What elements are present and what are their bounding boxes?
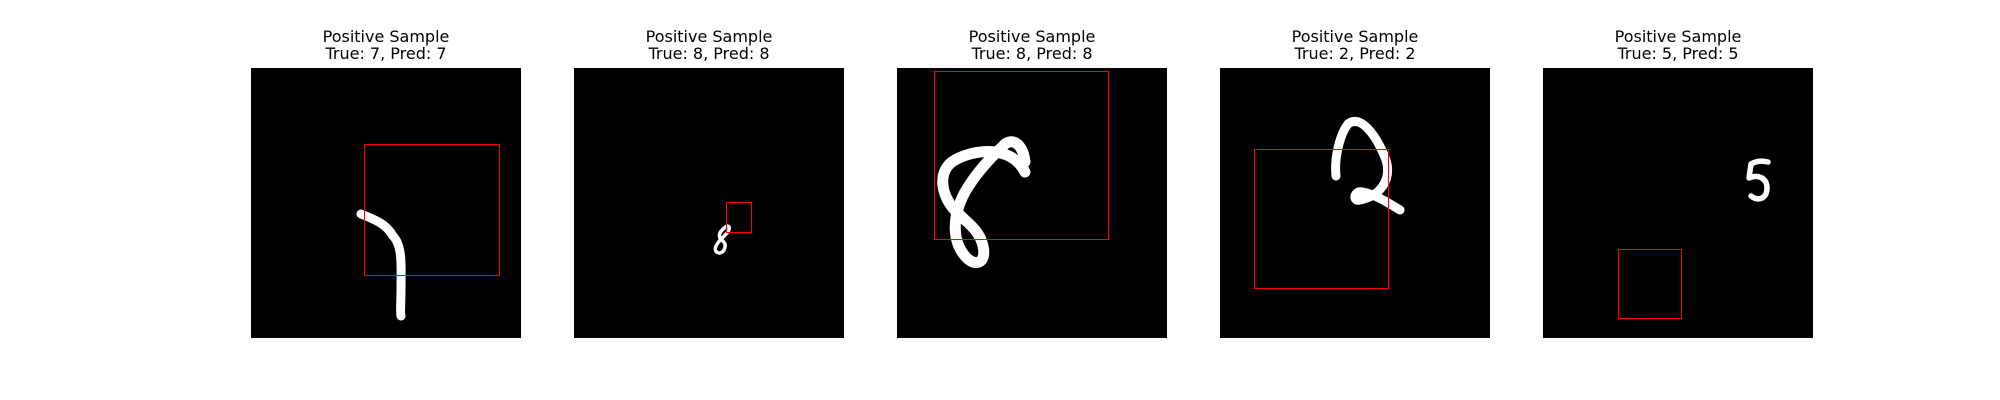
panel-labels: True: 2, Pred: 2 [1294, 44, 1416, 63]
panel-title: Positive Sample True: 5, Pred: 5 [1543, 28, 1813, 62]
sample-image [1220, 68, 1490, 338]
panel-labels: True: 5, Pred: 5 [1617, 44, 1739, 63]
panel-labels: True: 8, Pred: 8 [971, 44, 1093, 63]
sample-panel-2: Positive Sample True: 8, Pred: 8 [574, 28, 844, 338]
sample-image [897, 68, 1167, 338]
prediction-box [726, 202, 752, 233]
sample-panel-5: Positive Sample True: 5, Pred: 5 [1543, 28, 1813, 338]
sample-panel-1: Positive Sample True: 7, Pred: 7 [251, 28, 521, 338]
digit-5-drawing [1746, 158, 1771, 202]
sample-panel-4: Positive Sample True: 2, Pred: 2 [1220, 28, 1490, 338]
sample-image [574, 68, 844, 338]
panel-title: Positive Sample True: 7, Pred: 7 [251, 28, 521, 62]
panel-heading: Positive Sample [1614, 27, 1742, 46]
panel-labels: True: 8, Pred: 8 [648, 44, 770, 63]
prediction-box [364, 144, 500, 276]
panel-heading: Positive Sample [968, 27, 1096, 46]
panel-heading: Positive Sample [645, 27, 773, 46]
digit-7-drawing [356, 209, 406, 321]
panel-title: Positive Sample True: 8, Pred: 8 [574, 28, 844, 62]
digit-8-drawing [713, 224, 731, 255]
panel-labels: True: 7, Pred: 7 [325, 44, 447, 63]
prediction-box [1618, 249, 1682, 319]
panel-heading: Positive Sample [322, 27, 450, 46]
panel-title: Positive Sample True: 8, Pred: 8 [897, 28, 1167, 62]
panel-heading: Positive Sample [1291, 27, 1419, 46]
sample-panel-3: Positive Sample True: 8, Pred: 8 [897, 28, 1167, 338]
sample-image [251, 68, 521, 338]
prediction-box [1254, 149, 1389, 289]
sample-image [1543, 68, 1813, 338]
prediction-box [934, 71, 1109, 240]
digit-2-drawing [1331, 117, 1405, 215]
panel-title: Positive Sample True: 2, Pred: 2 [1220, 28, 1490, 62]
digit-8-drawing [937, 136, 1031, 268]
